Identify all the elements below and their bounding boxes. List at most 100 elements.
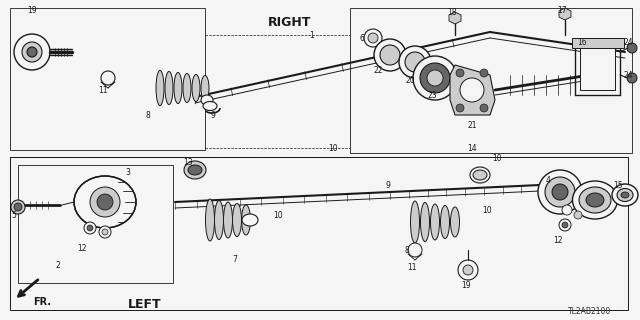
Bar [572,38,624,48]
Circle shape [87,225,93,231]
Ellipse shape [410,201,419,243]
Text: 8: 8 [146,110,150,119]
Polygon shape [449,12,461,24]
Ellipse shape [621,192,629,198]
Text: 21: 21 [467,121,477,130]
Circle shape [538,170,582,214]
Ellipse shape [201,76,209,100]
Text: 16: 16 [577,37,587,46]
Ellipse shape [470,167,490,183]
Ellipse shape [440,205,449,238]
Text: 14: 14 [467,143,477,153]
Bar [350,8,632,153]
Polygon shape [559,8,571,20]
Polygon shape [450,65,495,115]
Ellipse shape [184,161,206,179]
Text: LEFT: LEFT [128,299,162,311]
Ellipse shape [241,205,250,235]
Text: 8: 8 [404,245,410,254]
Ellipse shape [205,199,214,241]
Text: 10: 10 [273,211,283,220]
Circle shape [408,243,422,257]
Text: TL2AB2100: TL2AB2100 [568,308,612,316]
Text: 20: 20 [405,76,415,84]
Text: 17: 17 [557,5,567,14]
Ellipse shape [431,204,440,240]
Circle shape [368,33,378,43]
Ellipse shape [573,181,618,219]
Circle shape [27,47,37,57]
Text: 10: 10 [482,205,492,214]
Circle shape [364,29,382,47]
Text: 10: 10 [328,143,338,153]
Circle shape [545,177,575,207]
Bar [10,157,628,310]
Circle shape [463,265,473,275]
Text: RIGHT: RIGHT [268,15,312,28]
Circle shape [559,219,571,231]
Ellipse shape [223,202,232,238]
Ellipse shape [201,95,213,105]
Ellipse shape [74,176,136,228]
Bar [580,45,615,90]
Bar [10,8,205,150]
Circle shape [405,52,425,72]
Circle shape [380,45,400,65]
Circle shape [374,39,406,71]
Circle shape [480,69,488,77]
Text: 11: 11 [99,85,108,94]
Ellipse shape [617,188,633,202]
Text: 23: 23 [427,91,437,100]
Text: 6: 6 [360,34,364,43]
Circle shape [456,69,464,77]
Ellipse shape [214,201,223,239]
Circle shape [84,222,96,234]
Circle shape [22,42,42,62]
Text: 5: 5 [12,211,17,220]
Text: 13: 13 [183,157,193,166]
Text: 19: 19 [27,5,37,14]
Circle shape [90,187,120,217]
Circle shape [574,211,582,219]
Circle shape [420,63,450,93]
Ellipse shape [242,214,258,226]
Circle shape [413,56,457,100]
Text: 3: 3 [125,167,131,177]
Circle shape [562,222,568,228]
Ellipse shape [473,170,487,180]
Ellipse shape [586,193,604,207]
Ellipse shape [156,70,164,106]
Circle shape [562,205,572,215]
Ellipse shape [165,71,173,105]
Text: 18: 18 [447,7,457,17]
Circle shape [11,200,25,214]
Text: 11: 11 [407,263,417,273]
Circle shape [560,9,570,19]
Circle shape [14,203,22,211]
Circle shape [399,46,431,78]
Text: 24: 24 [623,70,633,79]
Text: 2: 2 [56,260,60,269]
Text: FR.: FR. [33,297,51,307]
Circle shape [460,78,484,102]
Circle shape [14,34,50,70]
Circle shape [427,70,443,86]
Text: 1: 1 [310,30,314,39]
Circle shape [97,194,113,210]
Circle shape [101,71,115,85]
Ellipse shape [188,165,202,175]
Circle shape [552,184,568,200]
Ellipse shape [174,73,182,103]
Circle shape [480,104,488,112]
Text: 15: 15 [613,180,623,189]
Circle shape [99,226,111,238]
Text: 12: 12 [77,244,87,252]
Text: 9: 9 [385,180,390,189]
Circle shape [456,104,464,112]
Text: 24: 24 [623,37,633,46]
Text: 12: 12 [553,236,563,244]
Text: 22: 22 [373,66,383,75]
Ellipse shape [183,74,191,102]
Ellipse shape [612,184,638,206]
Text: 9: 9 [211,110,216,119]
